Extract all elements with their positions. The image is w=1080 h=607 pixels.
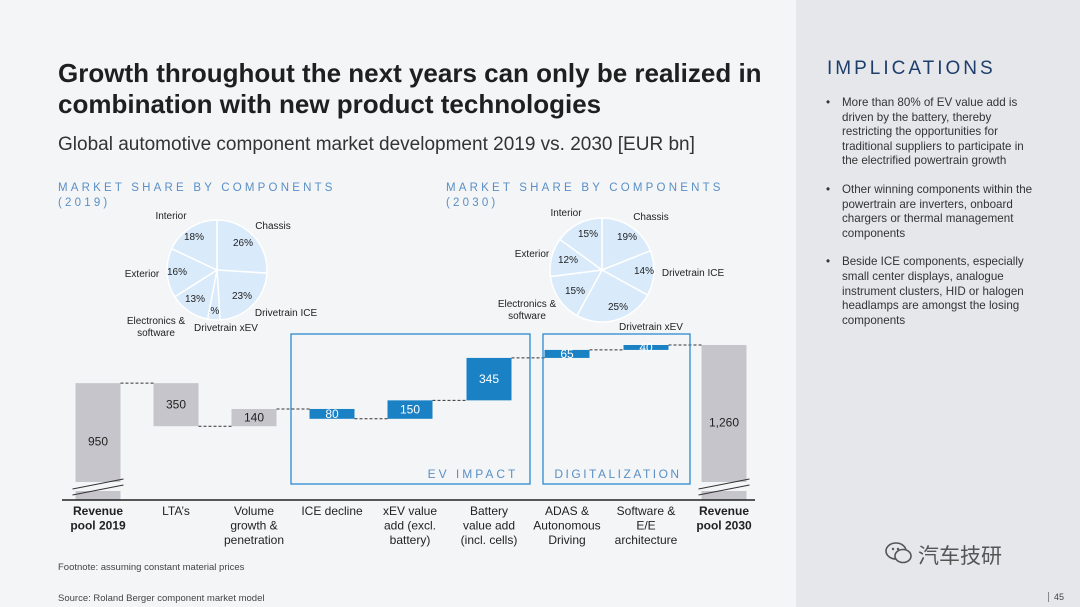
waterfall-bar xyxy=(701,345,747,500)
pie-slice xyxy=(216,219,268,274)
pie-value-label: 15% xyxy=(565,286,585,297)
pie-category-label: Exterior xyxy=(125,269,160,280)
pie-category-label: Exterior xyxy=(515,249,550,260)
footnote: Footnote: assuming constant material pri… xyxy=(58,562,245,573)
pie-slice xyxy=(170,219,218,272)
waterfall-category-label: Driving xyxy=(548,533,585,547)
axis-break-line xyxy=(72,484,124,496)
waterfall-bar xyxy=(309,408,355,419)
pie-value-label: 14% xyxy=(634,266,654,277)
pie-category-label: Electronics & xyxy=(127,316,186,327)
pie-category-label: Interior xyxy=(155,211,187,222)
waterfall-value-label: 345 xyxy=(479,372,499,386)
implication-bullet: Beside ICE components, especially small … xyxy=(826,255,1041,328)
implication-bullet: Other winning components within the powe… xyxy=(826,183,1041,241)
waterfall-category-label: (incl. cells) xyxy=(461,533,518,547)
waterfall-category-label: add (excl. xyxy=(384,519,436,533)
waterfall-category-label: ICE decline xyxy=(301,504,363,518)
waterfall-category-label: Revenue xyxy=(73,504,123,518)
pie-category-label: software xyxy=(508,311,546,322)
pie-value-label: 13% xyxy=(185,294,205,305)
pie-category-label: Drivetrain xEV xyxy=(194,323,258,334)
waterfall-category-label: ADAS & xyxy=(545,504,589,518)
pie-value-label: 4% xyxy=(205,306,220,317)
ev-impact-label: EV IMPACT xyxy=(428,467,519,481)
waterfall-value-label: 950 xyxy=(88,435,108,449)
waterfall-category-label: penetration xyxy=(224,533,284,547)
waterfall-category-label: Battery xyxy=(470,504,508,518)
waterfall-category-label: pool 2019 xyxy=(70,519,126,533)
pie-value-label: 19% xyxy=(617,232,637,243)
waterfall-category-label: pool 2030 xyxy=(696,519,752,533)
source-note: Source: Roland Berger component market m… xyxy=(58,593,265,604)
pie-category-label: Drivetrain ICE xyxy=(255,308,318,319)
axis-break-gap xyxy=(699,482,749,491)
pie-category-label: Drivetrain ICE xyxy=(662,268,725,279)
axis-break-line xyxy=(698,478,750,490)
pie-value-label: 18% xyxy=(184,232,204,243)
waterfall-bar xyxy=(544,349,590,358)
wechat-logo-icon xyxy=(885,542,912,564)
waterfall-category-label: Volume xyxy=(234,504,274,518)
pie-category-label: software xyxy=(137,328,175,339)
pie-slice xyxy=(166,247,219,298)
axis-break-gap xyxy=(73,482,123,491)
waterfall-bar xyxy=(231,408,277,427)
waterfall-bar xyxy=(623,345,669,350)
waterfall-category-label: growth & xyxy=(230,519,277,533)
pie-slice xyxy=(601,217,652,272)
waterfall-value-label: 150 xyxy=(400,403,420,417)
pie-category-label: Electronics & xyxy=(498,299,557,310)
waterfall-category-label: Autonomous xyxy=(533,519,600,533)
pie-value-label: 25% xyxy=(608,302,628,313)
waterfall-value-label: 80 xyxy=(325,407,339,421)
waterfall-bar xyxy=(153,383,199,427)
pie-slice xyxy=(575,268,649,323)
digitalization-label: DIGITALIZATION xyxy=(554,467,681,481)
waterfall-category-label: Revenue xyxy=(699,504,749,518)
waterfall-value-label: 1,260 xyxy=(709,416,739,430)
page-number: 45 xyxy=(1048,592,1064,602)
waterfall-bar xyxy=(387,400,433,419)
pie-slice xyxy=(216,269,268,321)
slide-subtitle: Global automotive component market devel… xyxy=(58,134,695,155)
pie-value-label: 23% xyxy=(232,291,252,302)
pie-value-label: 15% xyxy=(578,229,598,240)
waterfall-category-label: LTA’s xyxy=(162,504,190,518)
ev-impact-box xyxy=(290,333,531,485)
pie-value-label: 26% xyxy=(233,238,253,249)
waterfall-category-label: xEV value xyxy=(383,504,437,518)
pie-2019-section-label: MARKET SHARE BY COMPONENTS (2019) xyxy=(58,182,336,209)
waterfall-category-label: battery) xyxy=(390,533,431,547)
waterfall-category-label: architecture xyxy=(615,533,678,547)
pie-slice xyxy=(558,217,603,272)
digitalization-box xyxy=(542,333,691,485)
pie-value-label: 12% xyxy=(558,255,578,266)
waterfall-category-label: E/E xyxy=(636,519,655,533)
axis-break-line xyxy=(698,484,750,496)
pie-value-label: 16% xyxy=(167,267,187,278)
waterfall-value-label: 350 xyxy=(166,398,186,412)
axis-break-line xyxy=(72,478,124,490)
waterfall-bar xyxy=(466,357,512,401)
implications-title: IMPLICATIONS xyxy=(827,58,996,79)
implications-list: More than 80% of EV value add is driven … xyxy=(826,96,1041,342)
waterfall-category-label: Software & xyxy=(617,504,676,518)
waterfall-value-label: 140 xyxy=(244,411,264,425)
pie-2030-section-label: MARKET SHARE BY COMPONENTS (2030) xyxy=(446,182,724,209)
waterfall-value-label: 65 xyxy=(560,347,574,361)
pie-category-label: Interior xyxy=(550,208,582,219)
watermark-text: 汽车技研 xyxy=(918,544,1002,568)
waterfall-value-label: 40 xyxy=(639,340,653,354)
pie-category-label: Drivetrain xEV xyxy=(619,322,683,333)
pie-slice xyxy=(549,269,604,317)
pie-category-label: Chassis xyxy=(255,221,291,232)
waterfall-category-label: value add xyxy=(463,519,515,533)
implication-bullet: More than 80% of EV value add is driven … xyxy=(826,96,1041,169)
pie-category-label: Chassis xyxy=(633,212,669,223)
slide-title: Growth throughout the next years can onl… xyxy=(58,58,762,119)
